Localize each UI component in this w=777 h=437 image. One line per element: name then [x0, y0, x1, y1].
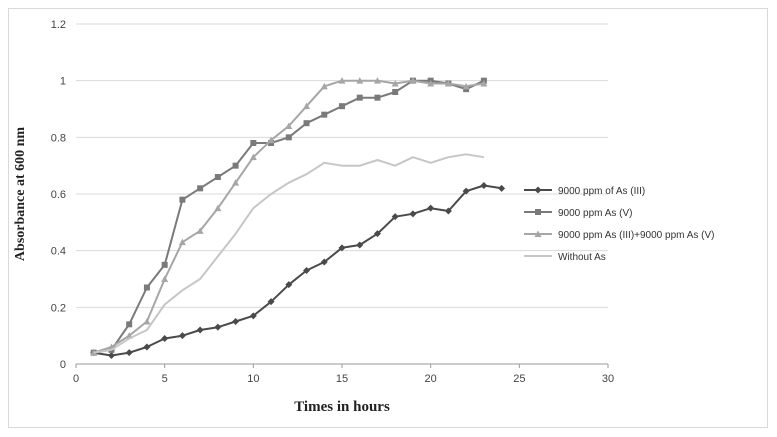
x-tick-label: 10 — [247, 373, 259, 385]
data-point — [462, 187, 470, 195]
data-point — [267, 136, 275, 144]
data-point — [179, 196, 186, 203]
data-point — [356, 94, 363, 101]
series-1 — [90, 182, 506, 359]
data-point — [107, 352, 115, 359]
series-line — [93, 79, 485, 354]
data-point — [249, 153, 257, 161]
series-4 — [93, 153, 485, 354]
data-point — [178, 238, 186, 246]
data-point — [303, 102, 311, 110]
series-line — [93, 79, 485, 354]
data-point — [285, 134, 292, 141]
legend-item: 9000 ppm of As (III) — [524, 186, 645, 197]
data-point — [285, 122, 293, 129]
data-point — [534, 186, 542, 194]
data-point — [143, 343, 151, 351]
data-point — [356, 77, 364, 84]
data-point — [480, 80, 488, 87]
data-point — [535, 209, 541, 215]
data-point — [392, 89, 399, 95]
data-point — [391, 80, 399, 87]
y-axis-title: Absorbance at 600 nm — [13, 127, 28, 262]
data-point — [232, 179, 240, 186]
y-tick-label: 1 — [60, 76, 66, 88]
data-point — [161, 275, 169, 282]
data-point — [196, 227, 204, 234]
x-tick-label: 30 — [602, 373, 614, 385]
data-point — [339, 103, 345, 110]
data-point — [444, 80, 452, 87]
data-point — [214, 204, 222, 212]
data-point — [480, 182, 488, 189]
legend-label: 9000 ppm of As (III) — [558, 186, 645, 197]
data-point — [303, 267, 311, 274]
legend-label: 9000 ppm As (III)+9000 ppm As (V) — [558, 230, 714, 241]
data-point — [338, 77, 346, 84]
data-point — [250, 140, 257, 146]
data-point — [320, 82, 328, 90]
data-point — [444, 207, 452, 215]
legend-item: Without As — [524, 252, 606, 263]
data-point — [249, 312, 257, 320]
data-point — [125, 349, 133, 357]
series-layer — [90, 77, 506, 359]
y-tick-label: 0.4 — [51, 246, 66, 258]
y-tick-label: 0 — [60, 359, 66, 371]
data-point — [320, 258, 328, 266]
legend: 9000 ppm of As (III) 9000 ppm As (V) 9000 … — [524, 186, 714, 263]
data-point — [285, 281, 293, 289]
chart-frame — [8, 8, 768, 428]
series-3 — [90, 77, 488, 356]
data-point — [143, 318, 151, 325]
data-point — [126, 321, 133, 328]
data-point — [267, 298, 275, 306]
data-point — [303, 120, 310, 127]
series-line — [93, 184, 502, 357]
legend-label: Without As — [558, 252, 606, 263]
data-point — [391, 213, 399, 221]
legend-item: 9000 ppm As (V) — [524, 208, 632, 219]
data-point — [161, 335, 169, 342]
data-point — [356, 241, 364, 249]
y-tick-label: 0.2 — [51, 302, 66, 314]
axes: 0 0.2 0.4 0.6 0.8 1 1.2 0 5 10 15 20 25 30 — [51, 19, 614, 385]
data-point — [427, 80, 435, 87]
data-point — [214, 174, 221, 180]
data-point — [462, 82, 470, 90]
legend-label: 9000 ppm As (V) — [558, 208, 632, 219]
data-point — [338, 244, 346, 252]
x-tick-label: 15 — [336, 373, 348, 385]
x-tick-label: 5 — [162, 373, 168, 385]
data-point — [498, 184, 506, 192]
x-axis-title: Times in hours — [294, 399, 390, 415]
data-point — [373, 77, 381, 84]
x-tick-label: 0 — [73, 373, 79, 385]
x-tick-label: 25 — [513, 373, 525, 385]
y-tick-label: 1.2 — [51, 19, 66, 31]
data-point — [161, 261, 168, 268]
data-point — [232, 318, 240, 325]
y-tick-label: 0.6 — [51, 189, 66, 201]
data-point — [534, 230, 542, 237]
series-line — [93, 153, 485, 354]
data-point — [427, 204, 435, 212]
data-point — [143, 284, 150, 291]
y-tick-label: 0.8 — [51, 132, 66, 144]
data-point — [197, 185, 204, 192]
data-point — [178, 332, 186, 340]
data-point — [374, 94, 381, 101]
data-point — [373, 230, 381, 238]
data-point — [232, 162, 239, 169]
data-point — [196, 326, 204, 334]
legend-item: 9000 ppm As (III)+9000 ppm As (V) — [524, 230, 714, 241]
x-tick-label: 20 — [425, 373, 437, 385]
data-point — [214, 323, 222, 331]
data-point — [321, 111, 328, 118]
data-point — [409, 77, 417, 84]
data-point — [409, 210, 417, 218]
